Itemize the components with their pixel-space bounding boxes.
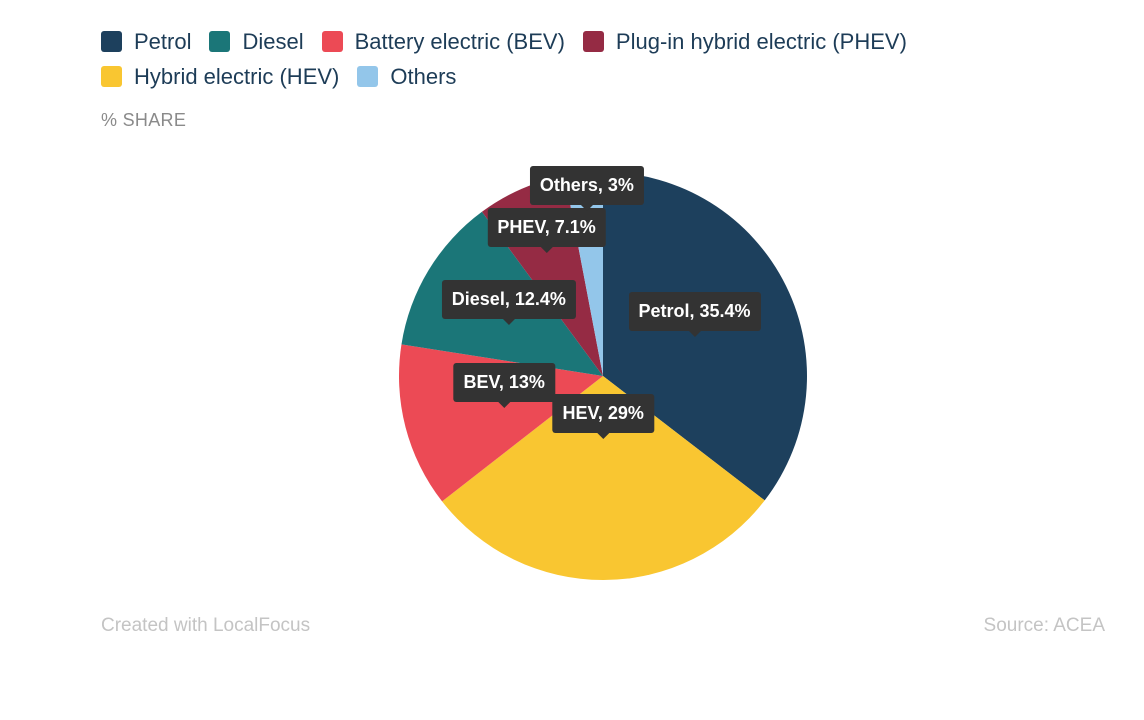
footer-source: Source: ACEA <box>983 615 1105 636</box>
legend-row-2: Hybrid electric (HEV) Others <box>101 59 1061 94</box>
pie-slice-petrol[interactable] <box>603 172 808 501</box>
legend-swatch-bev <box>321 31 343 52</box>
footer-credit[interactable]: Created with LocalFocus <box>101 615 311 636</box>
legend-label-hev: Hybrid electric (HEV) <box>134 63 340 89</box>
data-label-bev: BEV, 13% <box>453 362 555 408</box>
chart-unit-label: % SHARE <box>101 110 187 130</box>
data-label-diesel: Diesel, 12.4% <box>441 279 576 325</box>
legend-label-phev: Plug-in hybrid electric (PHEV) <box>615 28 907 54</box>
legend-item-diesel[interactable]: Diesel <box>209 28 304 55</box>
legend-swatch-others <box>357 66 379 87</box>
legend-item-bev[interactable]: Battery electric (BEV) <box>321 28 565 55</box>
legend-label-diesel: Diesel <box>242 28 304 54</box>
legend-swatch-petrol <box>101 31 122 52</box>
data-label-phev: PHEV, 7.1% <box>487 208 606 254</box>
data-label-hev: HEV, 29% <box>552 394 654 440</box>
legend-item-hev[interactable]: Hybrid electric (HEV) <box>101 64 339 90</box>
legend-item-petrol[interactable]: Petrol <box>101 29 191 55</box>
data-label-others: Others, 3% <box>529 166 644 212</box>
legend-row-1: Petrol Diesel Battery electric (BEV) Plu… <box>101 24 1061 59</box>
data-label-petrol: Petrol, 35.4% <box>628 291 761 337</box>
legend-label-petrol: Petrol <box>134 28 192 54</box>
legend-label-bev: Battery electric (BEV) <box>354 28 565 54</box>
pie-slice-hev[interactable] <box>442 376 765 580</box>
legend-swatch-hev <box>101 66 122 87</box>
legend-swatch-diesel <box>209 31 231 52</box>
legend-item-others[interactable]: Others <box>357 64 456 90</box>
legend-swatch-phev <box>582 31 604 52</box>
legend-label-others: Others <box>390 63 457 89</box>
legend-item-phev[interactable]: Plug-in hybrid electric (PHEV) <box>582 28 907 55</box>
chart-legend: Petrol Diesel Battery electric (BEV) Plu… <box>101 24 1061 94</box>
